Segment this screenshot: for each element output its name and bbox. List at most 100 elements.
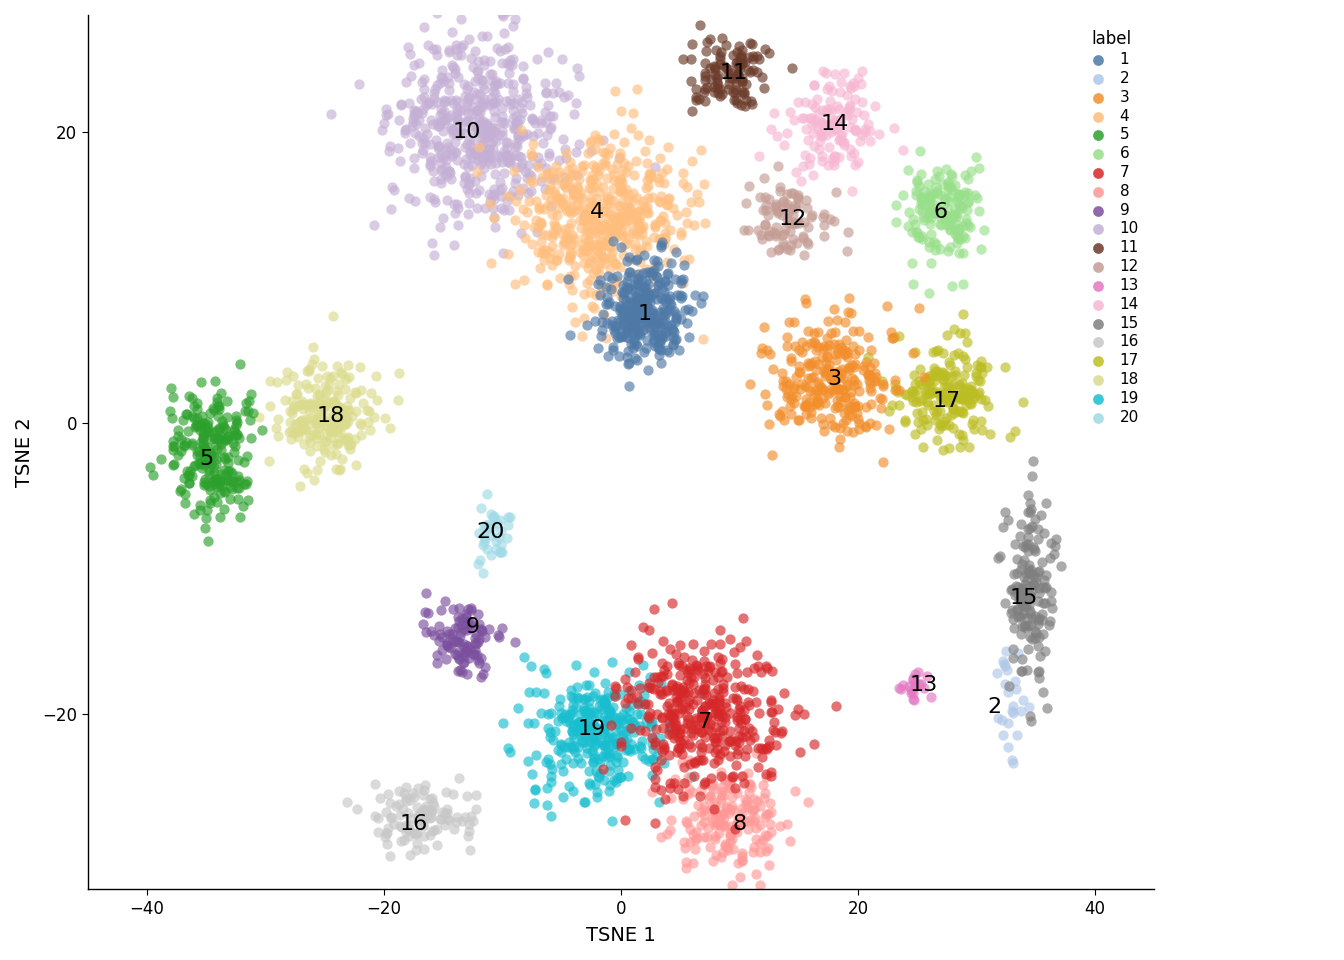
Point (449, 103, 470, 118)
Point (704, 734, 726, 750)
Point (943, 206, 965, 222)
Point (851, 128, 872, 143)
Point (470, 169, 492, 184)
Point (931, 443, 953, 458)
Point (577, 689, 598, 705)
Point (431, 105, 453, 120)
Point (460, 614, 481, 630)
Point (562, 697, 583, 712)
Point (496, 194, 517, 209)
Point (536, 228, 558, 243)
Point (738, 777, 759, 792)
Point (579, 701, 601, 716)
Point (780, 224, 801, 239)
Point (609, 182, 630, 198)
Point (474, 517, 496, 533)
Point (828, 381, 849, 396)
Point (1007, 645, 1028, 660)
Point (439, 165, 461, 180)
Point (577, 232, 598, 248)
Point (1019, 589, 1040, 605)
Point (547, 201, 569, 216)
Point (1009, 528, 1031, 543)
Point (646, 292, 668, 307)
Point (586, 159, 607, 175)
Point (960, 220, 981, 235)
Point (638, 680, 660, 695)
Point (583, 747, 605, 762)
Point (333, 416, 355, 431)
Point (997, 684, 1019, 700)
Point (915, 386, 937, 401)
Point (714, 810, 735, 826)
Point (911, 228, 933, 244)
Point (206, 441, 227, 456)
Point (785, 216, 806, 231)
Point (571, 190, 593, 205)
Point (644, 270, 665, 285)
Point (602, 342, 624, 357)
Point (316, 418, 337, 433)
Point (707, 703, 728, 718)
Point (921, 188, 942, 204)
Point (405, 105, 426, 120)
Point (595, 330, 617, 346)
Point (1025, 569, 1047, 585)
Point (196, 417, 218, 432)
Point (771, 207, 793, 223)
Point (905, 395, 926, 410)
Point (593, 306, 614, 322)
Point (685, 92, 707, 108)
Point (948, 376, 969, 392)
Point (1012, 692, 1034, 708)
Point (1031, 555, 1052, 570)
Point (695, 68, 716, 84)
Point (665, 681, 687, 696)
Point (653, 756, 675, 771)
Point (780, 242, 801, 257)
Point (583, 711, 605, 727)
Point (637, 286, 659, 301)
Point (169, 483, 191, 498)
Point (528, 126, 550, 141)
Point (413, 828, 434, 844)
Point (613, 303, 634, 319)
Point (583, 738, 605, 754)
Legend: 1, 2, 3, 4, 5, 6, 7, 8, 9, 10, 11, 12, 13, 14, 15, 16, 17, 18, 19, 20: 1, 2, 3, 4, 5, 6, 7, 8, 9, 10, 11, 12, 1… (1075, 23, 1146, 432)
Point (796, 339, 817, 354)
Point (460, 843, 481, 858)
Point (649, 781, 671, 797)
Point (824, 400, 845, 416)
Point (667, 744, 688, 759)
Point (612, 728, 633, 743)
Point (1001, 581, 1023, 596)
Point (793, 158, 814, 174)
Point (380, 202, 402, 217)
Point (769, 180, 790, 195)
Point (636, 180, 657, 196)
Point (669, 228, 691, 243)
Point (610, 104, 632, 119)
Point (387, 140, 409, 156)
Point (579, 706, 601, 721)
Point (198, 424, 219, 440)
Point (771, 236, 793, 252)
Point (399, 46, 421, 61)
Point (708, 88, 730, 104)
Point (391, 820, 413, 835)
Point (500, 156, 521, 171)
Point (718, 82, 739, 97)
Point (324, 422, 345, 438)
Point (821, 418, 843, 433)
Point (796, 407, 817, 422)
Point (458, 824, 480, 839)
Text: 12: 12 (778, 209, 806, 229)
Point (742, 48, 763, 63)
Point (754, 387, 775, 402)
Text: 8: 8 (732, 814, 746, 833)
Point (677, 786, 699, 802)
Point (828, 364, 849, 379)
Point (358, 403, 379, 419)
Point (636, 264, 657, 279)
Point (550, 168, 571, 183)
